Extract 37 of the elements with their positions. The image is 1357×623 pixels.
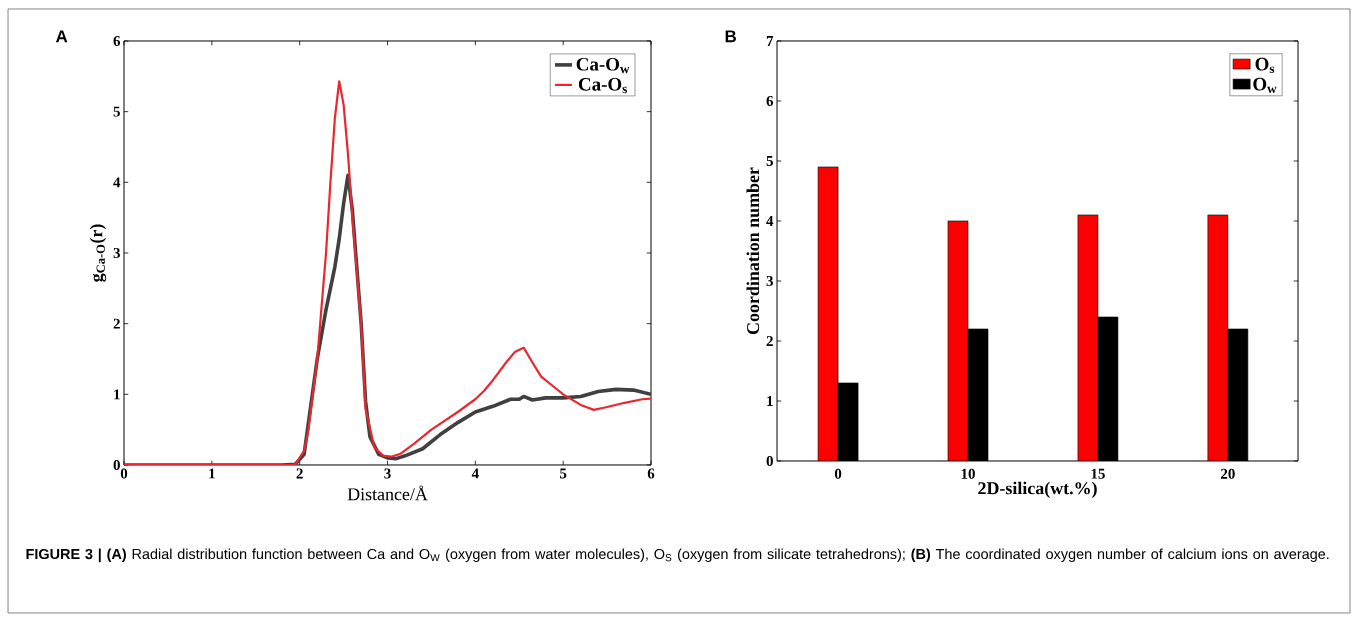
x-axis-title: Distance/Å — [347, 485, 428, 501]
x-tick-label: 3 — [384, 468, 391, 479]
x-tick-label: 5 — [560, 468, 567, 479]
y-axis-title: g$_{Ca-O}$(r) — [89, 224, 107, 282]
y-tick-label: 6 — [766, 95, 774, 106]
y-tick-label: 0 — [766, 455, 773, 467]
x-tick-label: 4 — [471, 468, 479, 479]
x-tick-label: 20 — [1221, 468, 1235, 479]
legend-label: O$_{w}$ — [1253, 77, 1277, 94]
chart-title: B — [725, 30, 736, 43]
x-axis-title: 2D-silica(wt.%) — [978, 481, 1097, 498]
y-tick-label: 1 — [767, 396, 773, 406]
x-tick-label: 15 — [1091, 468, 1105, 479]
legend-label: Ca-O$_{s}$ — [578, 77, 627, 94]
y-tick-label: 7 — [766, 36, 774, 46]
x-tick-label: 0 — [120, 468, 128, 479]
y-tick-label: 1 — [114, 389, 120, 400]
y-tick-label: 4 — [766, 216, 774, 226]
y-tick-label: 2 — [766, 336, 773, 346]
x-tick-label: 1 — [209, 468, 215, 479]
y-tick-label: 5 — [766, 156, 773, 166]
y-axis-title: Coordination number — [746, 167, 760, 335]
x-tick-label: 2 — [296, 468, 303, 479]
x-tick-label: 6 — [647, 468, 655, 479]
legend-label: O$_{s}$ — [1255, 57, 1275, 74]
y-tick-label: 0 — [113, 459, 120, 471]
text: FIGURE 3 | (A) Radial distribution function between Ca and O$_{W}$ (oxygen from water molecules), O$_{S}$ (oxygen from silicate tetrahedrons); (B) The coordinated oxygen number of calcium ions on average. — [26, 548, 1329, 563]
x-tick-label: 10 — [961, 468, 975, 479]
y-tick-label: 6 — [113, 35, 121, 46]
y-tick-label: 3 — [113, 247, 120, 258]
y-tick-label: 3 — [766, 275, 773, 286]
chart-title: A — [55, 30, 68, 43]
y-tick-label: 5 — [113, 106, 120, 117]
y-tick-label: 4 — [113, 177, 121, 188]
y-tick-label: 2 — [113, 318, 120, 329]
legend-label: Ca-O$_{w}$ — [576, 57, 630, 74]
x-tick-label: 0 — [834, 468, 842, 479]
